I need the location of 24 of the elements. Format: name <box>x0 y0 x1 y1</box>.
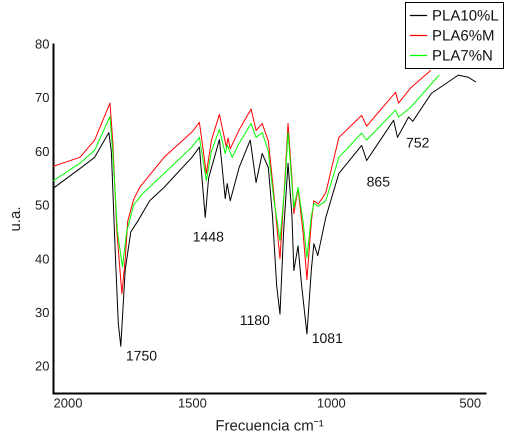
line-series <box>53 74 440 268</box>
x-tick-label: 500 <box>459 396 482 410</box>
line-series <box>53 70 432 294</box>
annotation: 865 <box>366 174 390 190</box>
annotation: 752 <box>406 134 430 150</box>
y-tick-label: 20 <box>35 358 50 374</box>
x-axis-title: Frecuencia cm⁻¹ <box>215 418 324 434</box>
y-tick-label: 70 <box>35 90 50 106</box>
legend-label: PLA6%M <box>432 28 495 44</box>
y-tick-label: 40 <box>35 251 50 266</box>
legend-label: PLA7%N <box>432 48 493 64</box>
annotation: 1180 <box>240 312 270 328</box>
x-tick-label: 1500 <box>178 396 207 410</box>
annotation: 1448 <box>192 228 224 244</box>
legend-label: PLA10%L <box>432 8 499 24</box>
x-tick-label: 2000 <box>54 396 82 410</box>
y-tick-label: 50 <box>35 198 50 213</box>
y-tick-label: 80 <box>35 36 50 52</box>
x-tick-label: 1000 <box>316 396 346 410</box>
annotation: 1081 <box>312 330 344 346</box>
y-tick-label: 30 <box>35 304 50 320</box>
y-axis-title: u.a. <box>7 206 24 232</box>
y-tick-label: 60 <box>35 144 50 159</box>
annotation: 1750 <box>126 347 158 364</box>
